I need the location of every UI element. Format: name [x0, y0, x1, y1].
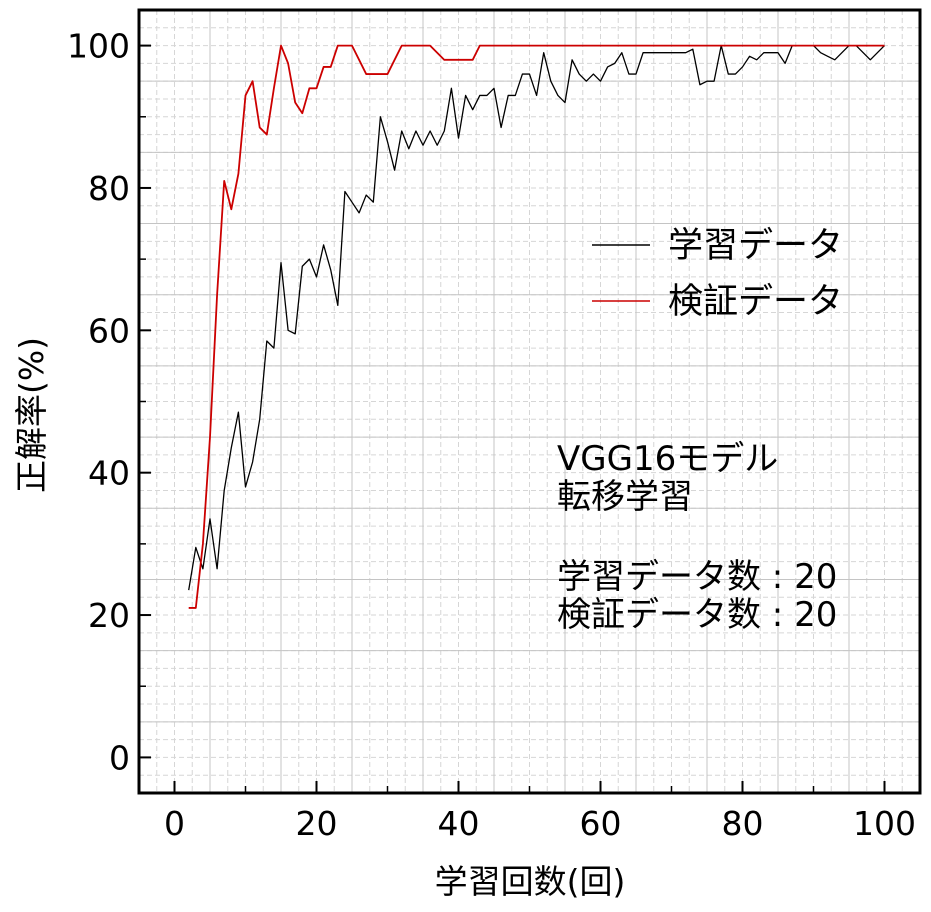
x-tick-label: 20: [296, 804, 338, 843]
annotation-train-count: 学習データ数 : 20: [557, 557, 837, 597]
y-tick-label: 40: [88, 454, 130, 493]
y-tick-label: 20: [88, 596, 130, 635]
annotation-method: 転移学習: [557, 477, 693, 517]
legend: 学習データ 検証データ: [592, 226, 843, 322]
annotation-model: VGG16モデル: [557, 439, 778, 479]
annotation: VGG16モデル 転移学習 学習データ数 : 20 検証データ数 : 20: [557, 439, 837, 635]
x-tick-label: 40: [438, 804, 480, 843]
x-axis-title: 学習回数(回): [435, 862, 626, 901]
annotation-val-count: 検証データ数 : 20: [557, 595, 837, 635]
y-tick-label: 80: [88, 169, 130, 208]
legend-label-train: 学習データ: [668, 226, 843, 266]
y-tick-label: 100: [67, 27, 130, 66]
x-tick-label: 60: [580, 804, 622, 843]
y-axis-title: 正解率(%): [12, 337, 51, 493]
series-line-train: [188, 44, 885, 591]
series-layer: [188, 44, 885, 609]
labels-layer: 0 20 40 60 80 100 0 20 40 60 80 100: [67, 27, 916, 843]
x-tick-label: 100: [853, 804, 916, 843]
y-tick-label: 60: [88, 311, 130, 350]
series-line-val: [188, 44, 885, 609]
y-tick-label: 0: [109, 738, 130, 777]
legend-label-val: 検証データ: [668, 282, 843, 322]
grid-minor: [138, 9, 921, 794]
ticks-layer: [139, 44, 886, 793]
x-tick-label: 80: [722, 804, 764, 843]
x-tick-label: 0: [164, 804, 185, 843]
